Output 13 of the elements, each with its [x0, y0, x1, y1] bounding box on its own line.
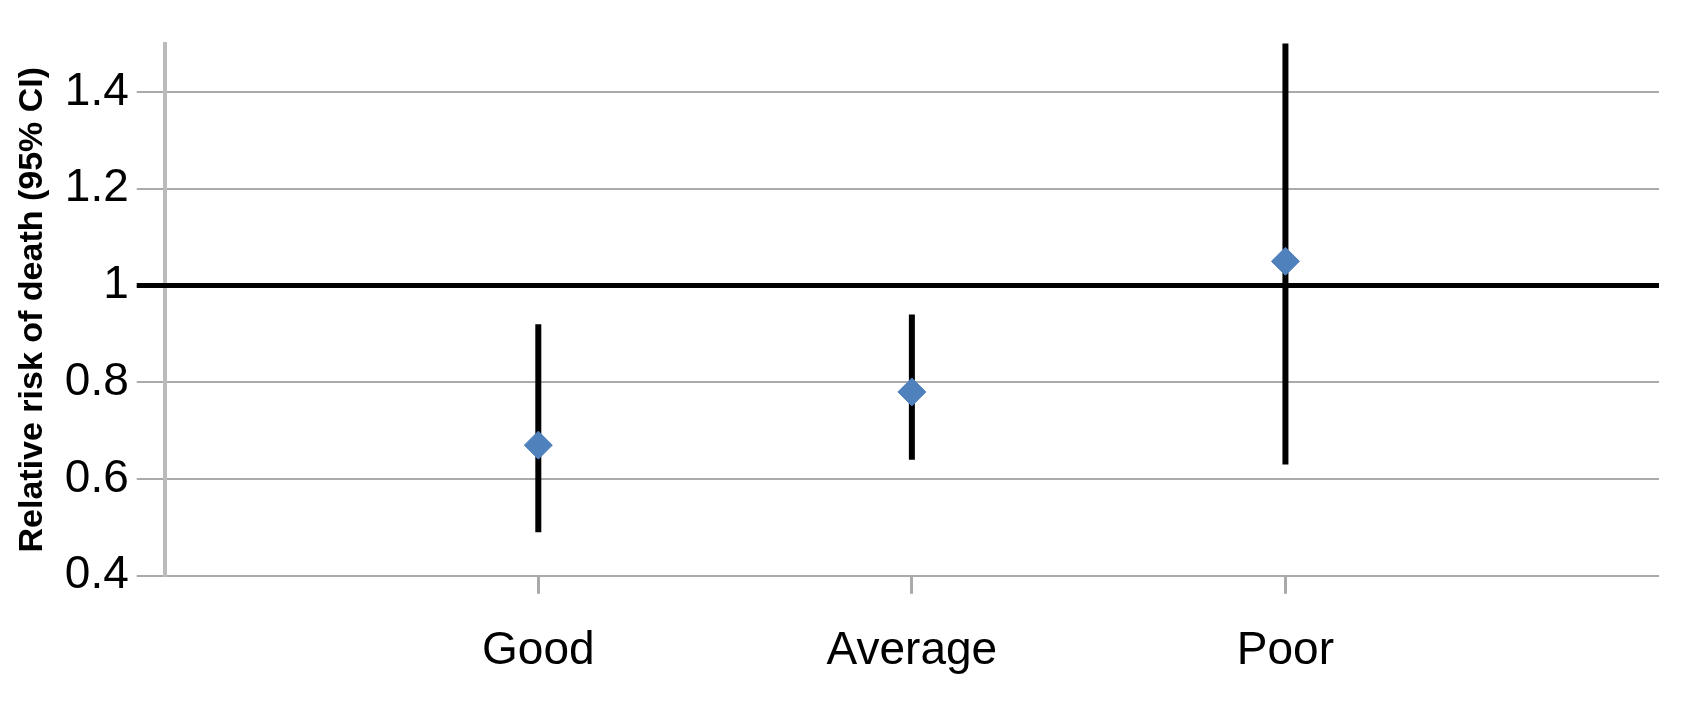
- point: [523, 430, 553, 460]
- y-tick-label: 1.2: [64, 159, 129, 212]
- y-tick-label: 1.4: [64, 62, 129, 115]
- x-tick-label: Average: [826, 622, 998, 675]
- y-tick-label: 0.4: [64, 546, 129, 599]
- y-tick-label: 0.6: [64, 449, 129, 502]
- x-tick-label: Good: [482, 622, 595, 675]
- y-tick-label: 0.8: [64, 352, 129, 405]
- point: [1270, 246, 1300, 276]
- y-axis-title: Relative risk of death (95% CI): [10, 66, 49, 553]
- x-tick-label: Poor: [1236, 622, 1335, 675]
- point: [897, 377, 927, 407]
- y-tick-label: 1: [103, 256, 129, 309]
